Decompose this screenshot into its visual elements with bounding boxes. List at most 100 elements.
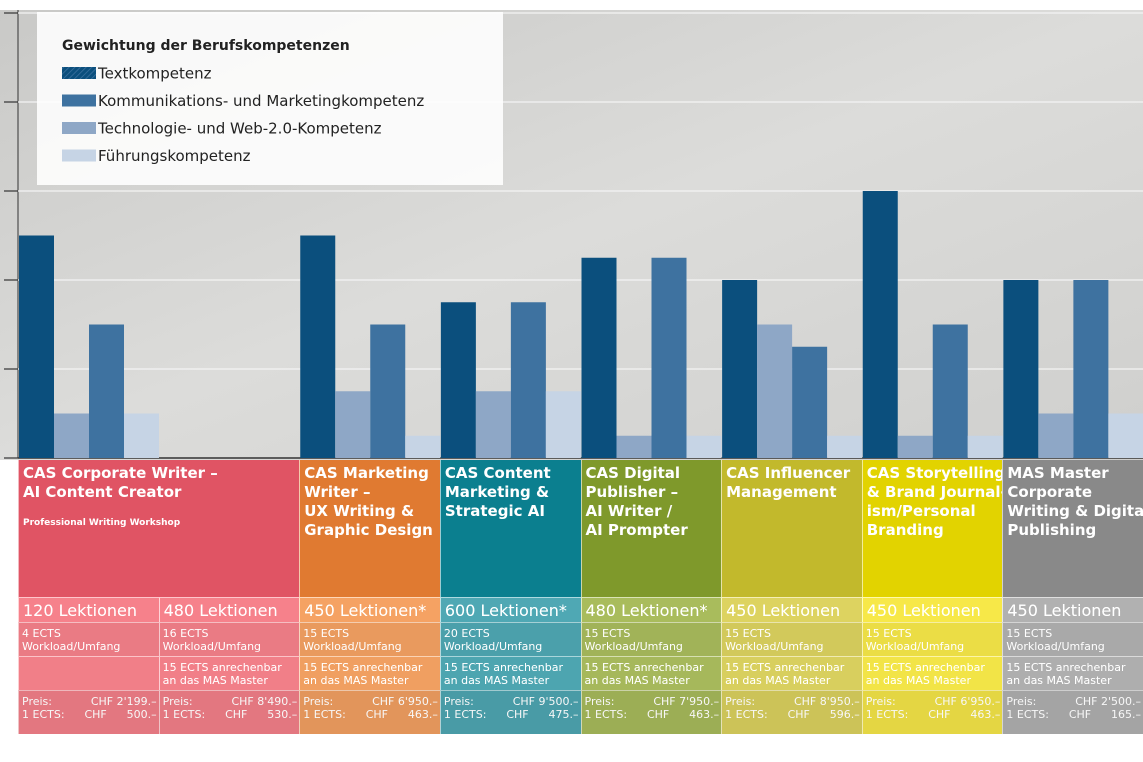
credit: an das MAS Master [1006,674,1141,687]
program-title: AI Writer / [586,502,718,521]
program-subtitle: Professional Writing Workshop [23,514,295,533]
price-cell: Preis:CHF 2'199.–1 ECTS:CHF500.– [18,690,159,734]
credit: an das MAS Master [585,674,720,687]
bar [89,325,124,459]
program-title: & Brand Journal- [867,483,999,502]
lessons-cell: 450 Lektionen [862,597,1003,622]
lessons-cell: 450 Lektionen* [299,597,440,622]
program-header: CAS InfluencerManagement [721,460,862,597]
workload: Workload/Umfang [303,640,438,653]
bar [1073,280,1108,458]
bar [617,436,652,458]
credit-cell [18,656,159,690]
bar [827,436,862,458]
ects: 20 ECTS [444,627,579,640]
ects: 15 ECTS [866,627,1001,640]
credit: 15 ECTS anrechenbar [585,661,720,674]
price: CHF 7'950.– [653,695,719,708]
ects: 15 ECTS [725,627,860,640]
price-cell: Preis:CHF 8'490.–1 ECTS:CHF530.– [159,690,300,734]
bar [1003,280,1038,458]
ects-price-label: 1 ECTS: [866,708,909,721]
program-title: CAS Content [445,464,577,483]
program-title: Publishing [1007,521,1139,540]
ects-price: 165.– [1111,708,1141,721]
legend-label: Führungskompetenz [98,147,251,165]
ects-price-label: 1 ECTS: [725,708,768,721]
program-header: CAS DigitalPublisher –AI Writer /AI Prom… [581,460,722,597]
ects-price: 463.– [408,708,438,721]
price-label: Preis: [163,695,193,708]
credit-cell: 15 ECTS anrechenbaran das MAS Master [721,656,862,690]
legend-swatch [62,150,96,162]
workload: Workload/Umfang [1006,640,1141,653]
ects-price-row: 1 ECTS: CHF 165.– [1006,708,1141,721]
bar [124,414,159,459]
program-header: CAS Storytelling& Brand Journal-ism/Pers… [862,460,1003,597]
credit: an das MAS Master [866,674,1001,687]
credit: 15 ECTS anrechenbar [1006,661,1141,674]
lessons: 600 Lektionen* [445,598,581,622]
bar [1108,414,1143,459]
program-title: Graphic Design [304,521,436,540]
lessons: 480 Lektionen [164,598,300,622]
bar [300,236,335,459]
ects-currency: CHF [1069,708,1091,721]
bar [582,258,617,458]
ects-currency: CHF [84,708,106,721]
bar [476,391,511,458]
ects-price-row: 1 ECTS:CHF463.– [585,708,720,721]
bar [370,325,405,459]
price-cell: Preis:CHF 9'500.–1 ECTS:CHF475.– [440,690,581,734]
lessons: 480 Lektionen* [586,598,722,622]
ects-price-label: 1 ECTS: [1006,708,1049,721]
price-label: Preis: [444,695,474,708]
ects-price-label: 1 ECTS: [22,708,65,721]
workload: Workload/Umfang [585,640,720,653]
credit: 15 ECTS anrechenbar [303,661,438,674]
bar [54,414,89,459]
price-label: Preis: [866,695,896,708]
bar [1038,414,1073,459]
ects-currency: CHF [506,708,528,721]
ects-price: 596.– [830,708,860,721]
lessons-cell: 480 Lektionen [159,597,300,622]
credit: an das MAS Master [163,674,298,687]
ects-currency: CHF [366,708,388,721]
ects-cell: 15 ECTSWorkload/Umfang [299,622,440,656]
credit: an das MAS Master [725,674,860,687]
ects-price-label: 1 ECTS: [303,708,346,721]
program-title: CAS Storytelling [867,464,999,483]
lessons: 450 Lektionen* [304,598,440,622]
price-row: Preis:CHF 8'950.– [725,695,860,708]
price-label: Preis: [303,695,333,708]
ects: 4 ECTS [22,627,157,640]
legend-title: Gewichtung der Berufskompetenzen [62,38,350,54]
program-title: Publisher – [586,483,718,502]
ects-currency: CHF [928,708,950,721]
credit: 15 ECTS anrechenbar [444,661,579,674]
price-label: Preis: [22,695,52,708]
bar [19,236,54,459]
ects-price-label: 1 ECTS: [163,708,206,721]
ects-price: 500.– [127,708,157,721]
program-title: Corporate [1007,483,1139,502]
bar [405,436,440,458]
program-title: AI Prompter [586,521,718,540]
workload: Workload/Umfang [444,640,579,653]
lessons-cell: 600 Lektionen* [440,597,581,622]
price: CHF 9'500.– [513,695,579,708]
ects-price-label: 1 ECTS: [444,708,487,721]
bar [546,391,581,458]
workload: Workload/Umfang [866,640,1001,653]
bar [757,325,792,459]
price-label: Preis: [725,695,755,708]
